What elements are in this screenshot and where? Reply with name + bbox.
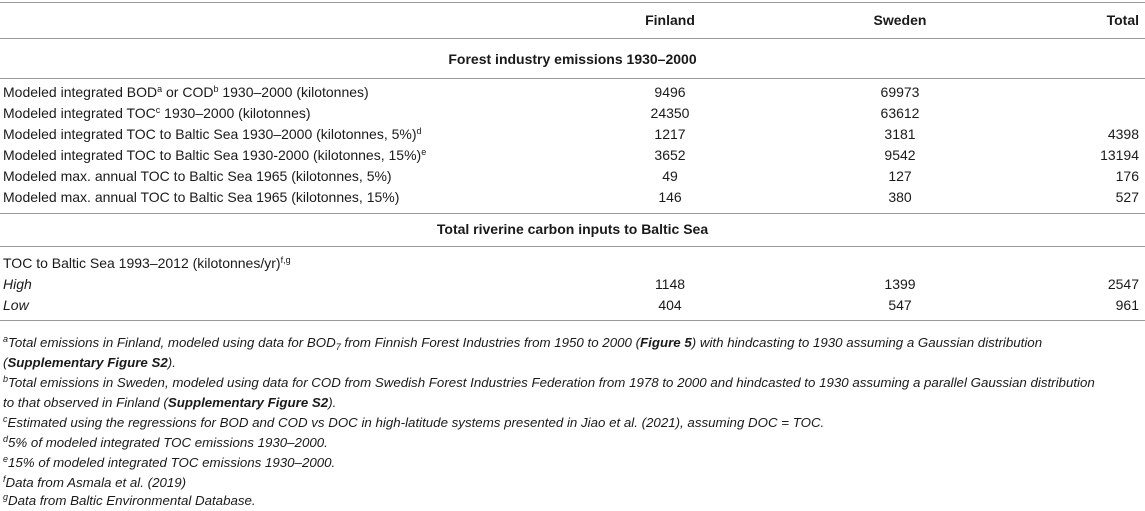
supplementary-figure-reference[interactable]: Supplementary Figure S2 (167, 395, 329, 410)
supplementary-figure-reference[interactable]: Supplementary Figure S2 (7, 355, 168, 370)
section-title-forest-industry: Forest industry emissions 1930–2000 (448, 51, 697, 67)
row-label: Modeled max. annual TOC to Baltic Sea 19… (3, 168, 392, 184)
cell-total: 527 (1115, 189, 1139, 205)
row-label: Modeled max. annual TOC to Baltic Sea 19… (3, 189, 400, 205)
cell-finland: 1148 (654, 276, 686, 292)
footnote-e: e15% of modeled integrated TOC emissions… (3, 454, 336, 471)
cell-total: 4398 (1107, 126, 1139, 142)
cell-total: 176 (1115, 168, 1139, 184)
figure-reference[interactable]: Figure 5 (640, 335, 692, 350)
row-label: Modeled integrated TOC to Baltic Sea 193… (3, 147, 427, 163)
top-rule (0, 2, 1145, 3)
column-header-sweden: Sweden (873, 12, 927, 28)
subheader-toc: TOC to Baltic Sea 1993–2012 (kilotonnes/… (3, 255, 291, 271)
cell-finland: 49 (662, 168, 678, 184)
section-title-riverine-inputs: Total riverine carbon inputs to Baltic S… (436, 221, 709, 237)
header-rule (0, 38, 1145, 39)
cell-sweden: 1399 (884, 276, 916, 292)
row-label: Modeled integrated TOCc 1930–2000 (kilot… (3, 105, 311, 121)
cell-finland: 24350 (650, 105, 690, 121)
column-header-finland: Finland (645, 12, 695, 28)
footnote-f: fData from Asmala et al. (2019) (3, 474, 187, 491)
cell-sweden: 547 (888, 297, 912, 313)
cell-sweden: 9542 (884, 147, 916, 163)
footnote-b: bTotal emissions in Sweden, modeled usin… (3, 374, 1095, 411)
cell-finland: 3652 (654, 147, 686, 163)
row-label: Modeled integrated TOC to Baltic Sea 193… (3, 126, 422, 142)
footnote-d: d5% of modeled integrated TOC emissions … (3, 434, 328, 451)
cell-total: 13194 (1100, 147, 1139, 163)
row-label-high: High (3, 276, 32, 292)
row-label-low: Low (3, 297, 29, 313)
cell-total: 2547 (1107, 276, 1139, 292)
cell-sweden: 3181 (884, 126, 916, 142)
cell-finland: 404 (658, 297, 682, 313)
cell-finland: 146 (658, 189, 682, 205)
footnote-c: cEstimated using the regressions for BOD… (3, 414, 825, 431)
cell-finland: 1217 (654, 126, 686, 142)
cell-sweden: 127 (888, 168, 912, 184)
cell-sweden: 69973 (880, 84, 920, 100)
section1-rule (0, 78, 1145, 79)
cell-finland: 9496 (654, 84, 686, 100)
footnote-a: aTotal emissions in Finland, modeled usi… (3, 334, 1043, 371)
column-header-total: Total (1106, 12, 1139, 28)
cell-sweden: 63612 (880, 105, 920, 121)
cell-sweden: 380 (888, 189, 912, 205)
section2-top-rule (0, 213, 1145, 214)
section2-rule (0, 246, 1145, 247)
footnote-g: gData from Baltic Environmental Database… (3, 492, 256, 509)
bottom-rule (0, 320, 1145, 321)
row-label: Modeled integrated BODa or CODb 1930–200… (3, 84, 369, 100)
cell-total: 961 (1115, 297, 1139, 313)
